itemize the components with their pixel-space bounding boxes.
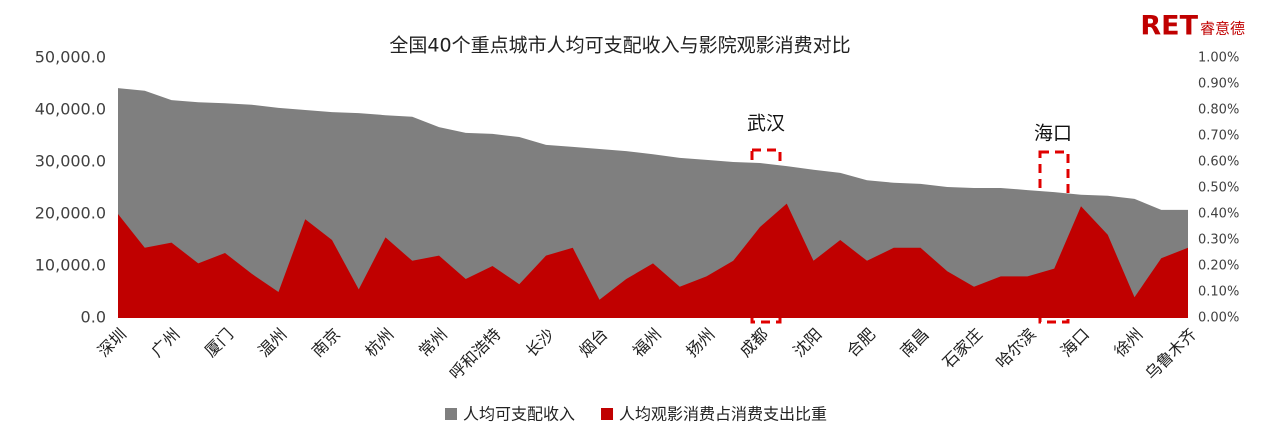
x-tick-label: 沈阳	[789, 325, 825, 361]
y2-tick-label: 0.40%	[1198, 207, 1239, 222]
legend-label: 人均观影消费占消费支出比重	[619, 405, 827, 424]
y2-tick-label: 0.00%	[1198, 311, 1239, 326]
y-tick-label: 30,000.0	[35, 152, 106, 171]
y2-tick-label: 0.10%	[1198, 285, 1239, 300]
annotation: 武汉	[747, 113, 785, 135]
x-tick-label: 石家庄	[939, 325, 986, 372]
x-tick-label: 杭州	[361, 325, 397, 361]
x-tick-label: 合肥	[843, 325, 879, 361]
y-tick-label: 50,000.0	[35, 48, 106, 67]
x-tick-label: 呼和浩特	[446, 325, 505, 384]
chart-title: 全国40个重点城市人均可支配收入与影院观影消费对比	[389, 35, 850, 57]
x-tick-label: 扬州	[682, 325, 718, 361]
y2-tick-label: 0.20%	[1198, 259, 1239, 274]
x-tick-label: 常州	[415, 325, 451, 361]
logo-sub: 睿意德	[1200, 20, 1245, 38]
x-tick-label: 海口	[1057, 325, 1093, 361]
y2-tick-label: 1.00%	[1198, 51, 1239, 66]
x-tick-label: 乌鲁木齐	[1141, 325, 1200, 384]
x-tick-label: 烟台	[575, 325, 611, 361]
x-tick-label: 成都	[736, 325, 772, 361]
legend-swatch	[445, 408, 457, 420]
logo: RET	[1140, 11, 1198, 42]
x-tick-label: 徐州	[1110, 325, 1146, 361]
y-tick-label: 40,000.0	[35, 100, 106, 119]
y-tick-label: 0.0	[81, 308, 106, 327]
x-tick-label: 南昌	[896, 325, 932, 361]
y2-tick-label: 0.90%	[1198, 77, 1239, 92]
y2-tick-label: 0.70%	[1198, 129, 1239, 144]
x-tick-label: 福州	[629, 325, 665, 361]
annotation: 海口	[1034, 123, 1072, 145]
y-tick-label: 20,000.0	[35, 204, 106, 223]
y-tick-label: 10,000.0	[35, 256, 106, 275]
x-tick-label: 长沙	[522, 325, 558, 361]
y2-tick-label: 0.60%	[1198, 155, 1239, 170]
x-tick-label: 厦门	[201, 325, 237, 361]
x-tick-label: 南京	[308, 325, 344, 361]
legend-swatch	[601, 408, 614, 420]
x-tick-label: 广州	[147, 325, 183, 361]
legend-label: 人均可支配收入	[463, 405, 575, 424]
x-tick-label: 温州	[254, 325, 290, 361]
x-tick-label: 深圳	[94, 325, 130, 361]
y2-tick-label: 0.50%	[1198, 181, 1239, 196]
x-tick-label: 哈尔滨	[992, 325, 1039, 372]
y2-tick-label: 0.30%	[1198, 233, 1239, 248]
y2-tick-label: 0.80%	[1198, 103, 1239, 118]
area	[118, 203, 1188, 318]
